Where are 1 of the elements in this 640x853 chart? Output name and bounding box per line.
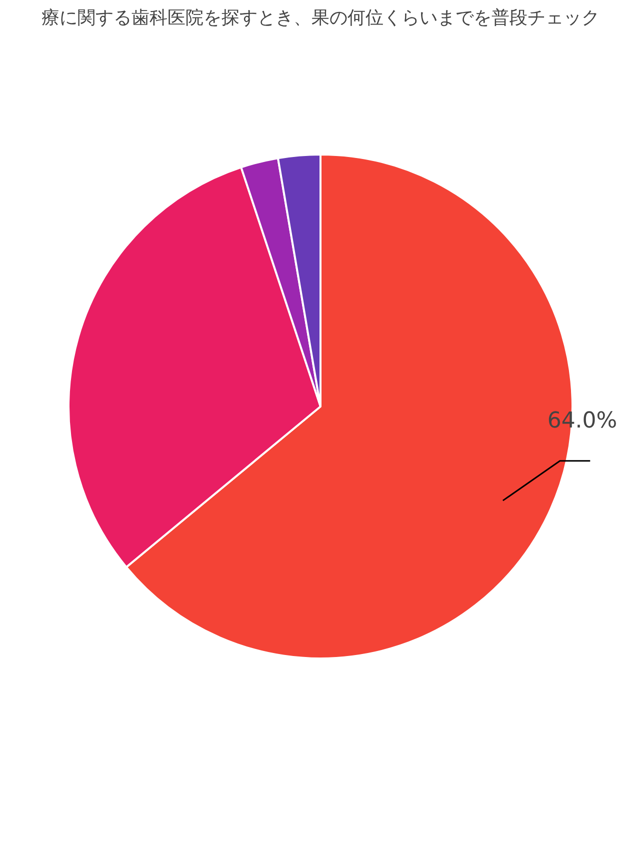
- chart-title: 療に関する歯科医院を探すとき、果の何位くらいまでを普段チェック: [42, 8, 600, 28]
